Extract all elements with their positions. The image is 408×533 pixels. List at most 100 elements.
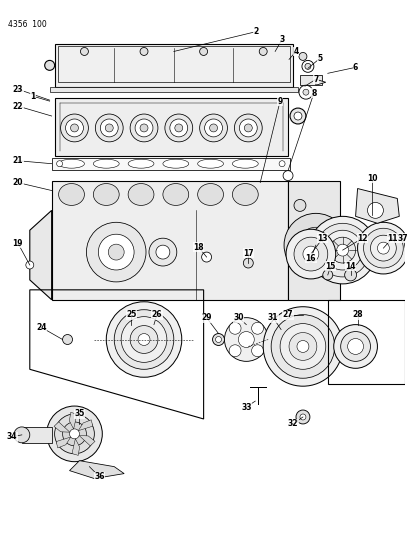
Circle shape [114,310,174,369]
Circle shape [279,161,285,167]
Text: 3: 3 [279,35,285,44]
Circle shape [299,52,307,60]
Circle shape [140,124,148,132]
Circle shape [62,422,86,446]
Circle shape [121,317,167,362]
Circle shape [55,414,94,454]
Text: 9: 9 [277,96,283,106]
Circle shape [323,230,363,270]
Circle shape [66,119,83,137]
Text: 17: 17 [243,248,254,257]
Polygon shape [69,413,77,429]
Text: 6: 6 [353,63,358,72]
Circle shape [294,237,328,271]
Polygon shape [79,435,95,446]
Circle shape [323,270,333,280]
Ellipse shape [163,183,189,205]
Circle shape [106,302,182,377]
Polygon shape [69,461,124,479]
Text: 4356  100: 4356 100 [8,20,47,29]
Circle shape [130,326,158,353]
Circle shape [98,234,134,270]
Circle shape [337,244,348,256]
Circle shape [149,238,177,266]
Circle shape [278,334,284,340]
Bar [288,181,340,300]
Circle shape [289,333,317,360]
Text: 20: 20 [13,178,23,187]
Circle shape [294,199,306,212]
Text: 8: 8 [311,88,317,98]
Text: 23: 23 [13,85,23,94]
Text: 19: 19 [13,239,23,248]
Ellipse shape [128,159,154,168]
Bar [328,300,405,384]
Circle shape [14,427,30,443]
Circle shape [290,108,306,124]
Ellipse shape [233,159,258,168]
Ellipse shape [59,159,84,168]
Circle shape [213,334,224,345]
Circle shape [357,222,408,274]
Text: 7: 7 [313,75,319,84]
Circle shape [108,244,124,260]
Circle shape [274,329,288,343]
Circle shape [297,341,309,352]
Circle shape [303,246,319,262]
Text: 27: 27 [283,310,293,319]
Text: 18: 18 [193,243,204,252]
Ellipse shape [93,183,119,205]
Ellipse shape [197,183,224,205]
Polygon shape [30,211,52,300]
Circle shape [239,119,257,137]
Text: 10: 10 [367,174,378,183]
Circle shape [175,124,183,132]
Circle shape [62,335,73,344]
Bar [50,87,298,92]
Text: 1: 1 [30,92,35,101]
Text: 14: 14 [345,262,356,271]
Circle shape [303,89,309,95]
Circle shape [252,322,264,334]
Text: 21: 21 [13,156,23,165]
Polygon shape [316,79,326,85]
Ellipse shape [163,159,189,168]
Bar [52,158,290,169]
Text: 36: 36 [94,472,104,481]
Circle shape [299,85,313,99]
Text: 31: 31 [268,313,278,322]
Bar [55,44,293,87]
Bar [22,427,52,443]
Polygon shape [56,437,71,448]
Circle shape [26,261,34,269]
Text: 25: 25 [126,310,136,319]
Text: 26: 26 [152,310,162,319]
Circle shape [316,223,370,277]
Text: 4: 4 [293,47,299,56]
Text: 34: 34 [7,432,17,441]
Text: 35: 35 [74,409,84,418]
Circle shape [305,63,311,69]
Circle shape [263,306,343,386]
Circle shape [243,258,253,268]
Circle shape [330,237,356,263]
Circle shape [100,119,118,137]
Text: 22: 22 [13,102,23,110]
Circle shape [138,334,150,345]
Circle shape [57,161,62,167]
Circle shape [156,245,170,259]
Circle shape [130,114,158,142]
Circle shape [165,114,193,142]
Circle shape [105,124,113,132]
Circle shape [202,252,212,262]
Bar [52,181,288,300]
Circle shape [259,47,267,55]
Circle shape [370,235,396,261]
Polygon shape [72,439,80,455]
Ellipse shape [93,159,119,168]
Text: 16: 16 [306,254,316,263]
Bar [58,46,290,82]
Circle shape [334,325,377,368]
Circle shape [235,114,262,142]
Text: 13: 13 [317,233,328,243]
